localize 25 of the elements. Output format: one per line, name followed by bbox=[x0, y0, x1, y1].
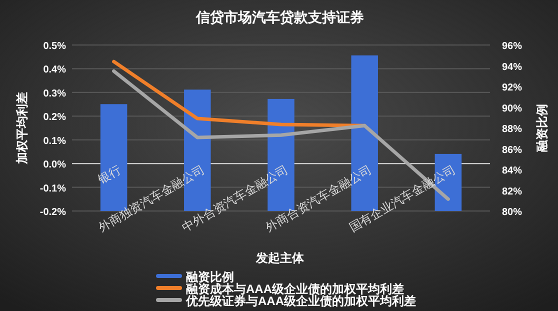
y-tick-label: 0.4% bbox=[43, 64, 66, 76]
legend-label: 融资成本与AAA级企业债的加权平均利差 bbox=[186, 282, 404, 296]
y2-tick-label: 80% bbox=[502, 207, 522, 218]
y2-axis-title: 融资比例 bbox=[535, 104, 549, 152]
y-axis-title: 加权平均利差 bbox=[15, 92, 29, 165]
y2-tick-label: 88% bbox=[502, 124, 522, 135]
y2-tick-label: 82% bbox=[502, 186, 522, 198]
y2-tick-label: 94% bbox=[502, 62, 522, 73]
y-tick-label: -0.1% bbox=[40, 183, 66, 194]
y2-tick-label: 96% bbox=[502, 41, 522, 52]
y-tick-label: 0.0% bbox=[43, 160, 66, 171]
y-tick-label: 0.1% bbox=[43, 136, 66, 147]
y-tick-label: 0.2% bbox=[43, 112, 66, 124]
x-axis-title: 发起主体 bbox=[255, 251, 305, 265]
y2-tick-label: 92% bbox=[502, 82, 522, 94]
y-tick-label: 0.5% bbox=[43, 41, 66, 52]
legend-label: 优先级证券与AAA级企业债的加权平均利差 bbox=[185, 294, 416, 308]
legend-label: 融资比例 bbox=[186, 270, 234, 284]
y2-tick-label: 86% bbox=[502, 144, 522, 156]
y-tick-label: -0.2% bbox=[40, 207, 66, 218]
x-tick-label: 银行 bbox=[94, 162, 124, 188]
y-tick-label: 0.3% bbox=[43, 88, 66, 100]
chart-title: 信贷市场汽车贷款支持证券 bbox=[195, 9, 364, 25]
y2-tick-label: 84% bbox=[502, 166, 522, 176]
y2-tick-label: 90% bbox=[502, 103, 522, 114]
